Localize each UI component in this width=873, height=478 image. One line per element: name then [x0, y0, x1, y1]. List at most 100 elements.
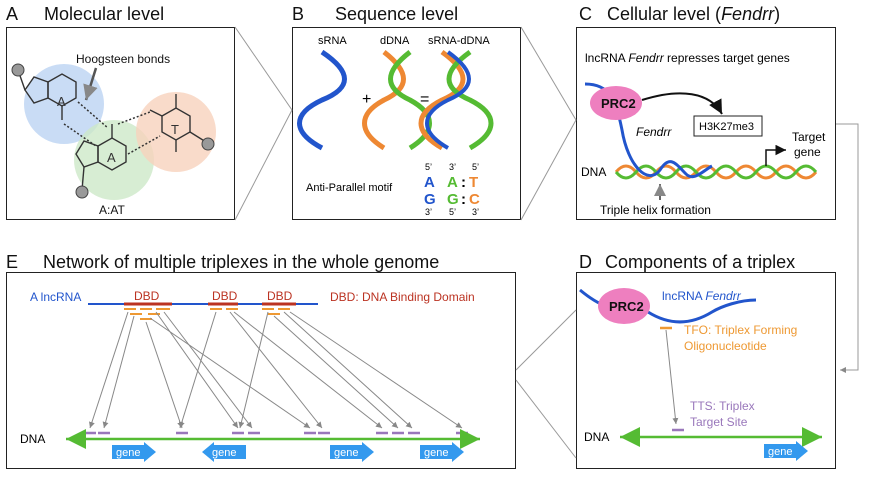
panel-c-heading-italic: Fendrr	[721, 4, 775, 24]
panel-b-helices: sRNA dDNA sRNA-dDNA + = Anti-Parallel mo…	[297, 35, 494, 217]
d-prc2	[598, 288, 650, 324]
plus-sign: +	[362, 91, 371, 108]
hoogsteen-bonds	[63, 101, 161, 155]
motif-label: Anti-Parallel motif	[306, 182, 393, 194]
svg-text:5’: 5’	[449, 207, 456, 217]
e-gene-1: gene	[112, 442, 156, 462]
thymine-highlight	[136, 92, 216, 172]
svg-text::: :	[461, 174, 466, 191]
svg-text:3’: 3’	[425, 207, 432, 217]
e-dbd-3: DBD	[267, 289, 293, 303]
adenine-1-label: A	[57, 94, 66, 109]
d-tts-label-2: Target Site	[690, 415, 748, 429]
d-lncrna	[647, 298, 757, 324]
svg-text:PRC2: PRC2	[601, 96, 636, 111]
panel-d-heading: Components of a triplex	[605, 252, 796, 272]
sugar-3	[201, 137, 215, 151]
srna-helix	[297, 49, 347, 151]
panel-c-heading-suffix: )	[774, 4, 781, 24]
d-tts-label-1: TTS: Triplex	[690, 399, 755, 413]
triplex-rna	[425, 50, 471, 150]
svg-text:Target: Target	[792, 130, 826, 144]
c-dna-strand-2	[614, 164, 818, 180]
e-gene-3: gene	[330, 442, 374, 462]
svg-text:3’: 3’	[449, 162, 456, 172]
thymine-label: T	[171, 122, 179, 137]
hoogsteen-label: Hoogsteen bonds	[76, 52, 170, 66]
panel-a-letter: A	[6, 4, 18, 24]
motif-r1-b: A	[447, 174, 458, 191]
svg-text:3’: 3’	[472, 207, 479, 217]
c-target-arrow	[765, 144, 786, 166]
equals-sign: =	[420, 91, 429, 108]
svg-text:5’: 5’	[472, 162, 479, 172]
svg-text:gene: gene	[768, 446, 792, 458]
ddna-strand-1	[362, 50, 406, 151]
d-connection	[665, 329, 679, 425]
e-dbd-legend: DBD: DNA Binding Domain	[330, 290, 475, 304]
panel-e-letter: E	[6, 252, 19, 272]
hoogsteen-arrow	[83, 67, 98, 101]
motif-r2-a: G	[424, 191, 436, 208]
e-gene-4: gene	[420, 442, 464, 462]
adenine-2-highlight	[74, 120, 154, 200]
panel-b-heading: Sequence level	[335, 4, 459, 24]
d-tfo-label-1: TFO: Triplex Forming	[684, 323, 797, 337]
panel-c-subtitle: lncRNA Fendrr represses target genes	[585, 51, 790, 65]
panel-a-heading: Molecular level	[44, 4, 165, 24]
svg-text:gene: gene	[334, 447, 358, 459]
e-dbd-2: DBD	[212, 289, 238, 303]
panel-b-title: B Sequence level	[292, 4, 458, 25]
panel-d-title: D Components of a triplex	[579, 252, 795, 273]
sugar-1	[11, 63, 25, 77]
svg-text:H3K27me3: H3K27me3	[699, 121, 754, 133]
panel-c-content: lncRNA Fendrr represses target genes PRC…	[581, 51, 826, 217]
motif-r1-a: A	[424, 174, 435, 191]
panel-d-letter: D	[579, 252, 592, 272]
e-dbd-1: DBD	[134, 289, 160, 303]
panel-d-content: PRC2 lncRNA Fendrr TFO: Triplex Forming …	[579, 288, 822, 461]
d-tfo-label-2: Oligonucleotide	[684, 339, 767, 353]
srna-ddna-label: sRNA-dDNA	[428, 35, 490, 47]
e-tfo-marks	[124, 308, 290, 320]
e-connections	[89, 311, 463, 429]
svg-text:gene: gene	[424, 447, 448, 459]
panel-c-letter: C	[579, 4, 592, 24]
c-triple-label: Triple helix formation	[600, 203, 711, 217]
d-lncrna-label: lncRNA Fendrr	[662, 289, 742, 303]
c-dna-label: DNA	[581, 165, 606, 179]
c-h3k27me3-box	[693, 115, 763, 137]
c-fendrr-label: Fendrr	[636, 125, 672, 139]
c-prc2	[590, 86, 642, 120]
d-dna-label: DNA	[584, 430, 609, 444]
svg-text:gene: gene	[212, 447, 236, 459]
panel-a-title: A Molecular level	[6, 4, 164, 25]
ddna-label: dDNA	[380, 35, 410, 47]
adenine-2-label: A	[107, 150, 116, 165]
panel-b-letter: B	[292, 4, 305, 24]
sugar-2	[75, 185, 89, 199]
panel-a-molecule: A A T Hoogsteen bonds A:AT	[11, 52, 216, 217]
svg-text::: :	[461, 191, 466, 208]
motif-r2-c: C	[469, 191, 480, 208]
panel-c-title: C Cellular level (Fendrr)	[579, 4, 780, 25]
motif-r2-b: G	[447, 191, 459, 208]
panel-e-content: A lncRNA DBD DBD DBD DBD: DNA Binding Do…	[20, 289, 480, 462]
panel-a-caption: A:AT	[99, 203, 125, 217]
zoom-connectors	[234, 26, 859, 459]
svg-text:PRC2: PRC2	[609, 299, 644, 314]
panel-e-title: E Network of multiple triplexes in the w…	[6, 252, 439, 273]
c-prc2-arrow	[641, 92, 723, 115]
panel-e-heading: Network of multiple triplexes in the who…	[43, 252, 440, 272]
e-gene-2: gene	[202, 442, 246, 462]
svg-text:5’: 5’	[425, 162, 432, 172]
panel-c-heading-prefix: Cellular level (	[607, 4, 722, 24]
e-dna-label: DNA	[20, 432, 45, 446]
srna-label: sRNA	[318, 35, 347, 47]
d-gene: gene	[764, 441, 808, 461]
e-lncrna-label: A lncRNA	[30, 290, 81, 304]
svg-text:gene: gene	[116, 447, 140, 459]
motif-r1-c: T	[469, 174, 478, 191]
svg-text:gene: gene	[794, 145, 821, 159]
